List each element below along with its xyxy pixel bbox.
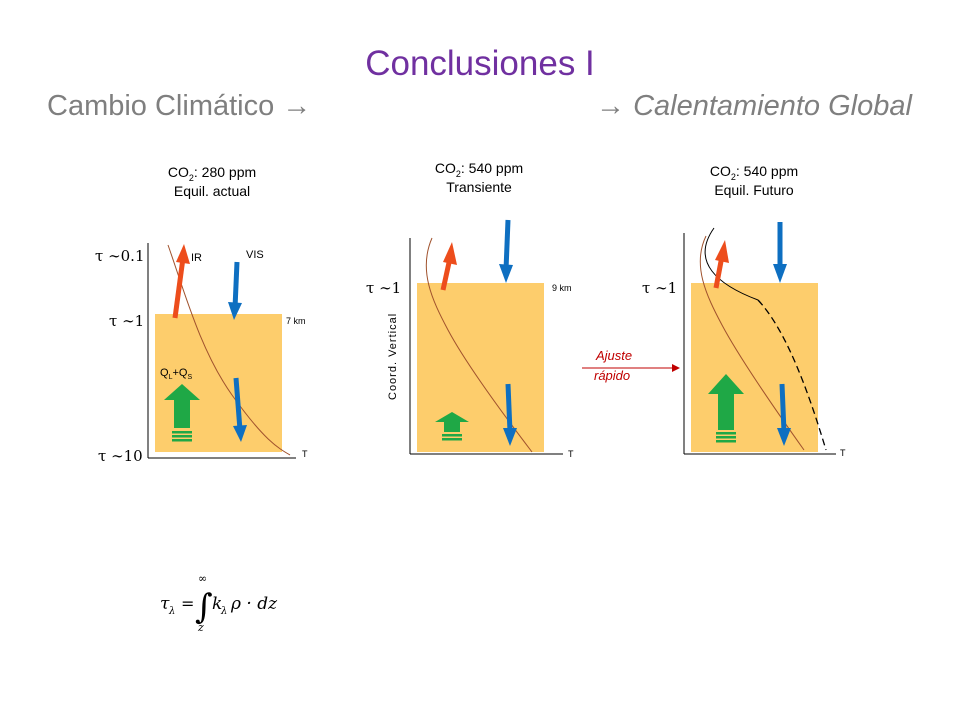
transition-label-line2: rápido: [594, 368, 630, 383]
tau-top-label: τ ∼0.1: [95, 247, 145, 265]
formula-rho-dz: ρ · dz: [230, 594, 278, 614]
up-arrow-icon: [440, 242, 457, 291]
up-arrow-icon: [172, 244, 190, 319]
new-temperature-profile-dashed: [757, 299, 827, 451]
transition-label-line1: Ajuste: [595, 348, 632, 363]
formula-integral: ∫: [195, 587, 213, 627]
subtitle-right-text: Calentamiento Global: [633, 90, 912, 122]
down-arrow-icon: [503, 383, 517, 446]
temperature-axis-label: T: [840, 448, 846, 458]
formula-lambda-sub: λ: [168, 606, 175, 617]
troposphere-layer: [155, 314, 282, 452]
page-title: Conclusiones I: [365, 44, 595, 83]
height-label: 9 km: [552, 283, 572, 293]
panel1-co2-label: CO2: 280 ppm: [168, 164, 256, 183]
formula-k: k: [212, 594, 222, 614]
right-arrow-icon: →: [596, 90, 625, 122]
down-arrow-icon: [499, 219, 513, 283]
troposphere-layer: [691, 283, 818, 452]
subtitle-left: Cambio Climático →: [47, 90, 311, 123]
down-arrow-icon: [233, 377, 247, 442]
panel3-state-label: Equil. Futuro: [714, 182, 794, 198]
right-arrow-icon: [672, 364, 680, 372]
troposphere-layer: [417, 283, 544, 452]
subtitle-right: → Calentamiento Global: [596, 90, 912, 123]
right-arrow-icon: →: [282, 90, 312, 122]
subtitle-left-text: Cambio Climático: [47, 90, 275, 122]
flux-label: QL+QS: [160, 367, 192, 381]
panel-transient: CO2: 540 ppm Transiente τ ∼1 9 km Coord.…: [366, 160, 574, 459]
up-arrow-icon: [713, 240, 729, 289]
temperature-axis-label: T: [302, 449, 308, 459]
transition-arrow: Ajuste rápido: [582, 348, 680, 383]
vis-label: VIS: [246, 249, 264, 261]
formula-lower-limit: z: [197, 621, 204, 634]
panel2-co2-label: CO2: 540 ppm: [435, 160, 523, 179]
down-arrow-icon: [773, 222, 787, 283]
ir-label: IR: [191, 252, 202, 264]
new-temperature-profile: [704, 227, 759, 301]
temperature-profile: [425, 237, 533, 453]
tau-mid-label: τ ∼1: [109, 312, 144, 330]
height-label: 7 km: [286, 316, 306, 326]
up-arrow-icon: [708, 374, 744, 443]
panel-current-equilibrium: CO2: 280 ppm Equil. actual τ ∼0.1 τ ∼1: [95, 164, 308, 465]
panel2-state-label: Transiente: [446, 179, 512, 195]
formula-equals: =: [181, 594, 194, 613]
formula-upper-limit: ∞: [198, 572, 207, 585]
down-arrow-icon: [228, 261, 242, 320]
temperature-axis-label: T: [568, 449, 574, 459]
formula-k-sub: λ: [220, 606, 227, 617]
vertical-axis-label: Coord. Vertical: [387, 313, 399, 400]
temperature-profile: [699, 235, 805, 451]
down-arrow-icon: [777, 383, 791, 446]
tau-mid-label: τ ∼1: [642, 279, 677, 297]
optical-depth-formula: τ λ = ∫ ∞ z k λ ρ · dz: [160, 572, 278, 634]
panel1-state-label: Equil. actual: [174, 183, 250, 199]
tau-bottom-label: τ ∼10: [98, 447, 143, 465]
up-arrow-icon: [435, 412, 469, 441]
up-arrow-icon: [164, 384, 200, 442]
formula-tau: τ: [160, 594, 170, 614]
tau-mid-label: τ ∼1: [366, 279, 401, 297]
panel3-co2-label: CO2: 540 ppm: [710, 163, 798, 182]
panel-future-equilibrium: CO2: 540 ppm Equil. Futuro τ ∼1 T: [642, 163, 846, 458]
